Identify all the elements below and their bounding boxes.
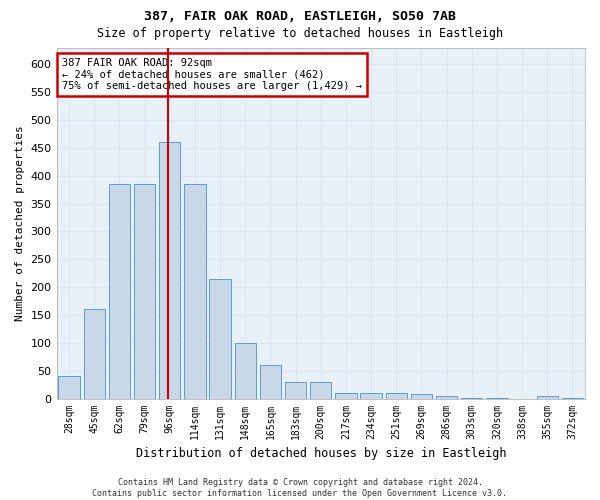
Bar [109, 184, 130, 398]
Bar [134, 184, 155, 398]
Bar [285, 382, 307, 398]
Bar [411, 394, 432, 398]
Bar [58, 376, 80, 398]
Bar [386, 393, 407, 398]
Bar [536, 396, 558, 398]
Bar [83, 310, 105, 398]
Text: 387, FAIR OAK ROAD, EASTLEIGH, SO50 7AB: 387, FAIR OAK ROAD, EASTLEIGH, SO50 7AB [144, 10, 456, 23]
Text: Contains HM Land Registry data © Crown copyright and database right 2024.
Contai: Contains HM Land Registry data © Crown c… [92, 478, 508, 498]
Bar [260, 365, 281, 398]
Bar [361, 393, 382, 398]
Bar [310, 382, 331, 398]
X-axis label: Distribution of detached houses by size in Eastleigh: Distribution of detached houses by size … [136, 447, 506, 460]
Bar [184, 184, 206, 398]
Bar [209, 279, 231, 398]
Bar [436, 396, 457, 398]
Bar [235, 343, 256, 398]
Bar [159, 142, 181, 399]
Text: Size of property relative to detached houses in Eastleigh: Size of property relative to detached ho… [97, 28, 503, 40]
Y-axis label: Number of detached properties: Number of detached properties [15, 125, 25, 321]
Bar [335, 393, 356, 398]
Text: 387 FAIR OAK ROAD: 92sqm
← 24% of detached houses are smaller (462)
75% of semi-: 387 FAIR OAK ROAD: 92sqm ← 24% of detach… [62, 58, 362, 91]
